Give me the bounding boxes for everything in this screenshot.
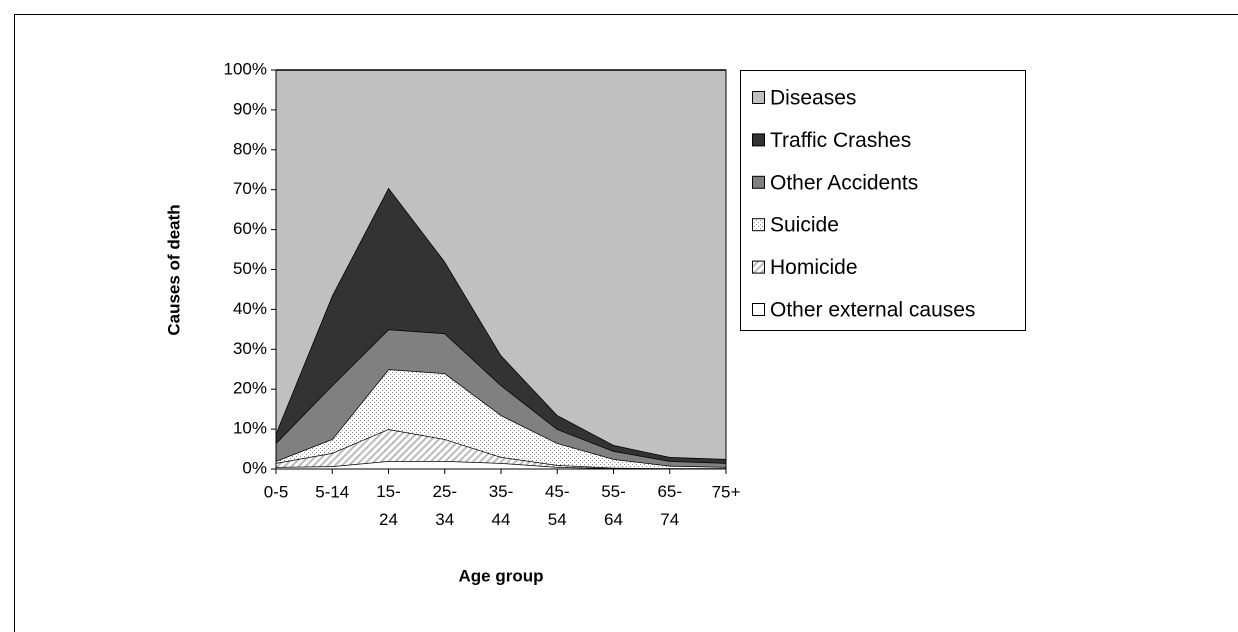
y-tick-label: 80% xyxy=(233,139,267,158)
x-tick-label-line: 35- xyxy=(489,482,514,501)
legend-label: Other external causes xyxy=(770,299,975,322)
y-tick-label: 30% xyxy=(233,339,267,358)
x-tick-label-line: 25- xyxy=(432,482,457,501)
x-tick-label-line: 54 xyxy=(548,510,567,529)
y-axis-title: Causes of death xyxy=(164,204,183,335)
area-fill xyxy=(276,369,726,469)
legend-swatch xyxy=(752,218,765,232)
area-fill xyxy=(276,70,726,460)
y-tick-label: 90% xyxy=(233,99,267,118)
y-tick-label: 0% xyxy=(242,458,267,477)
x-tick-label-line: 74 xyxy=(660,510,679,529)
x-tick-label: 25-34 xyxy=(432,482,457,529)
y-tick-label: 10% xyxy=(233,419,267,438)
x-tick-label-line: 24 xyxy=(379,510,398,529)
legend-swatch xyxy=(752,260,765,274)
y-tick-label: 50% xyxy=(233,259,267,278)
x-tick-label-line: 65- xyxy=(657,482,682,501)
area-fill xyxy=(276,329,726,468)
x-axis-title: Age group xyxy=(459,566,544,585)
y-tick-label: 70% xyxy=(233,179,267,198)
legend-label: Other Accidents xyxy=(770,171,918,194)
area-fill xyxy=(276,429,726,469)
x-tick-label-line: 45- xyxy=(545,482,570,501)
x-tick-label: 15-24 xyxy=(376,482,401,529)
x-tick-label-line: 55- xyxy=(601,482,626,501)
x-tick-label: 35-44 xyxy=(489,482,514,529)
area-fill xyxy=(276,187,726,464)
legend-swatch xyxy=(752,133,765,147)
x-tick-label: 0-5 xyxy=(264,482,289,501)
x-tick-label: 65-74 xyxy=(657,482,682,529)
area-fill xyxy=(276,461,726,469)
legend-label: Diseases xyxy=(770,87,856,110)
legend-swatch xyxy=(752,91,765,104)
x-tick-label: 45-54 xyxy=(545,482,570,529)
y-tick-label: 60% xyxy=(233,219,267,238)
legend-swatch xyxy=(752,303,765,316)
x-tick-label: 5-14 xyxy=(315,482,349,501)
x-tick-label-line: 34 xyxy=(435,510,454,529)
y-tick-label: 20% xyxy=(233,379,267,398)
legend-label: Traffic Crashes xyxy=(770,129,911,152)
y-tick-label: 100% xyxy=(224,59,267,78)
x-tick-label-line: 44 xyxy=(492,510,511,529)
legend-label: Homicide xyxy=(770,256,858,279)
x-tick-label-line: 64 xyxy=(604,510,623,529)
x-tick-label: 55-64 xyxy=(601,482,626,529)
legend-label: Suicide xyxy=(770,214,839,237)
x-tick-label-line: 15- xyxy=(376,482,401,501)
y-tick-label: 40% xyxy=(233,299,267,318)
x-tick-label: 75+ xyxy=(712,482,741,501)
legend-box xyxy=(740,70,1026,331)
legend-swatch xyxy=(752,175,765,189)
